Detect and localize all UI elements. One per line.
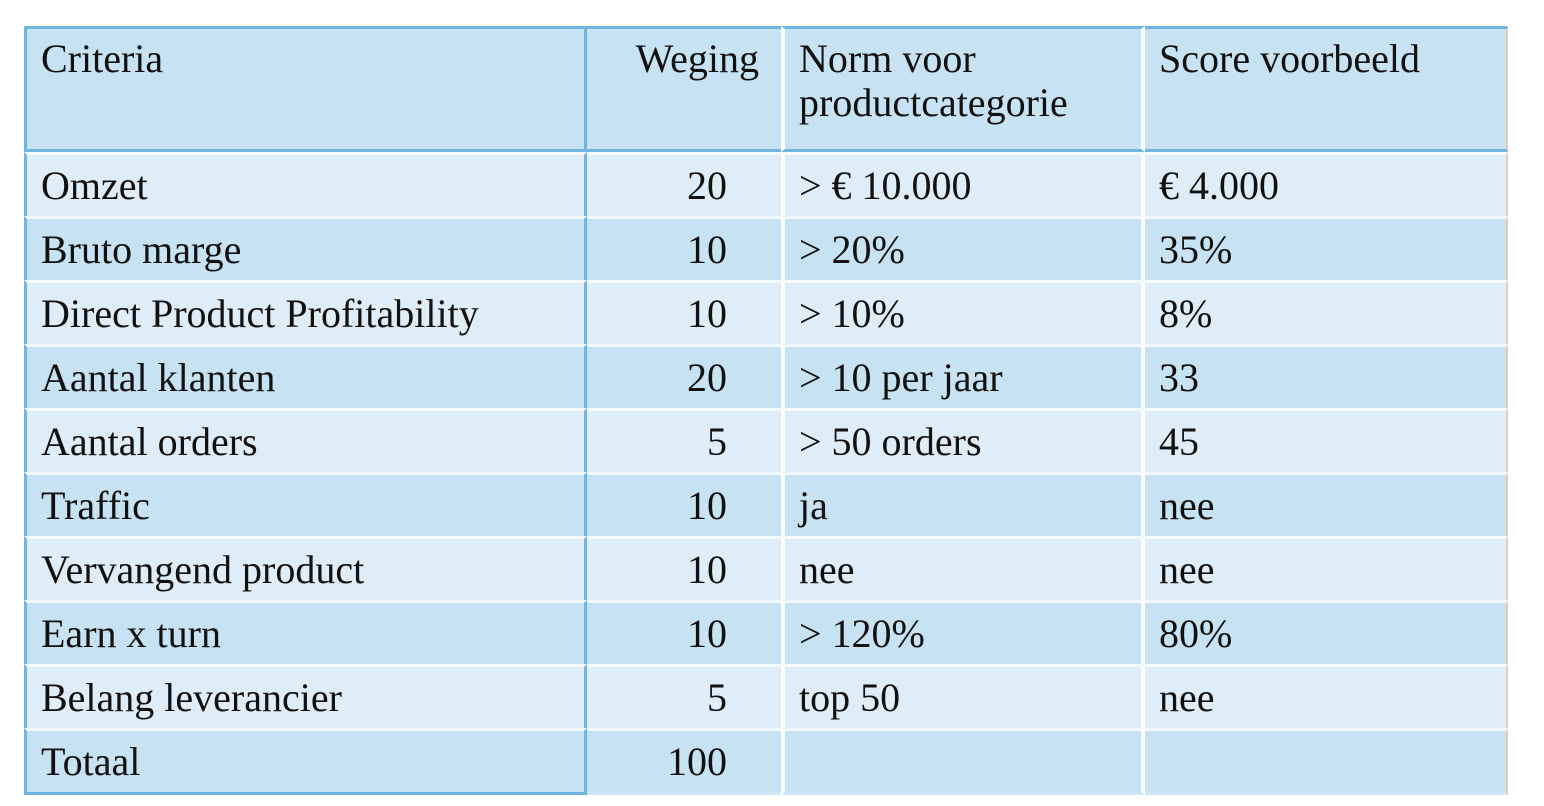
cell-norm: > 10 per jaar xyxy=(781,344,1145,408)
cell-weging: 10 xyxy=(587,536,781,600)
cell-score: 45 xyxy=(1145,408,1508,472)
cell-criteria: Totaal xyxy=(24,728,587,795)
cell-weging: 5 xyxy=(587,664,781,728)
header-norm: Norm voor productcategorie xyxy=(781,26,1145,152)
table-row: Aantal orders 5 > 50 orders 45 xyxy=(24,408,1508,472)
table-row: Aantal klanten 20 > 10 per jaar 33 xyxy=(24,344,1508,408)
table-header-row: Criteria Weging Norm voor productcategor… xyxy=(24,26,1508,152)
cell-weging: 20 xyxy=(587,344,781,408)
cell-norm: > 20% xyxy=(781,216,1145,280)
table-row: Bruto marge 10 > 20% 35% xyxy=(24,216,1508,280)
table-row: Earn x turn 10 > 120% 80% xyxy=(24,600,1508,664)
cell-weging: 5 xyxy=(587,408,781,472)
cell-norm: ja xyxy=(781,472,1145,536)
criteria-table: Criteria Weging Norm voor productcategor… xyxy=(24,26,1508,795)
cell-criteria: Aantal orders xyxy=(24,408,587,472)
header-weging: Weging xyxy=(587,26,781,152)
cell-weging: 10 xyxy=(587,600,781,664)
cell-criteria: Direct Product Profitability xyxy=(24,280,587,344)
table-row: Belang leverancier 5 top 50 nee xyxy=(24,664,1508,728)
cell-score: 80% xyxy=(1145,600,1508,664)
cell-weging: 10 xyxy=(587,216,781,280)
table-row: Omzet 20 > € 10.000 € 4.000 xyxy=(24,152,1508,216)
cell-score: 33 xyxy=(1145,344,1508,408)
cell-score: 8% xyxy=(1145,280,1508,344)
cell-criteria: Belang leverancier xyxy=(24,664,587,728)
cell-criteria: Bruto marge xyxy=(24,216,587,280)
table-row: Vervangend product 10 nee nee xyxy=(24,536,1508,600)
cell-criteria: Traffic xyxy=(24,472,587,536)
cell-norm: > 120% xyxy=(781,600,1145,664)
cell-score xyxy=(1145,728,1508,795)
cell-norm xyxy=(781,728,1145,795)
cell-criteria: Vervangend product xyxy=(24,536,587,600)
header-score: Score voorbeeld xyxy=(1145,26,1508,152)
cell-score: nee xyxy=(1145,472,1508,536)
cell-norm: > 10% xyxy=(781,280,1145,344)
cell-score: 35% xyxy=(1145,216,1508,280)
cell-weging: 100 xyxy=(587,728,781,795)
table-row: Traffic 10 ja nee xyxy=(24,472,1508,536)
cell-criteria: Omzet xyxy=(24,152,587,216)
cell-score: nee xyxy=(1145,536,1508,600)
table-row-total: Totaal 100 xyxy=(24,728,1508,795)
header-criteria: Criteria xyxy=(24,26,587,152)
cell-norm: > 50 orders xyxy=(781,408,1145,472)
cell-criteria: Earn x turn xyxy=(24,600,587,664)
cell-norm: > € 10.000 xyxy=(781,152,1145,216)
cell-criteria: Aantal klanten xyxy=(24,344,587,408)
cell-norm: nee xyxy=(781,536,1145,600)
cell-weging: 10 xyxy=(587,472,781,536)
table-row: Direct Product Profitability 10 > 10% 8% xyxy=(24,280,1508,344)
cell-score: nee xyxy=(1145,664,1508,728)
cell-score: € 4.000 xyxy=(1145,152,1508,216)
cell-norm: top 50 xyxy=(781,664,1145,728)
cell-weging: 10 xyxy=(587,280,781,344)
cell-weging: 20 xyxy=(587,152,781,216)
